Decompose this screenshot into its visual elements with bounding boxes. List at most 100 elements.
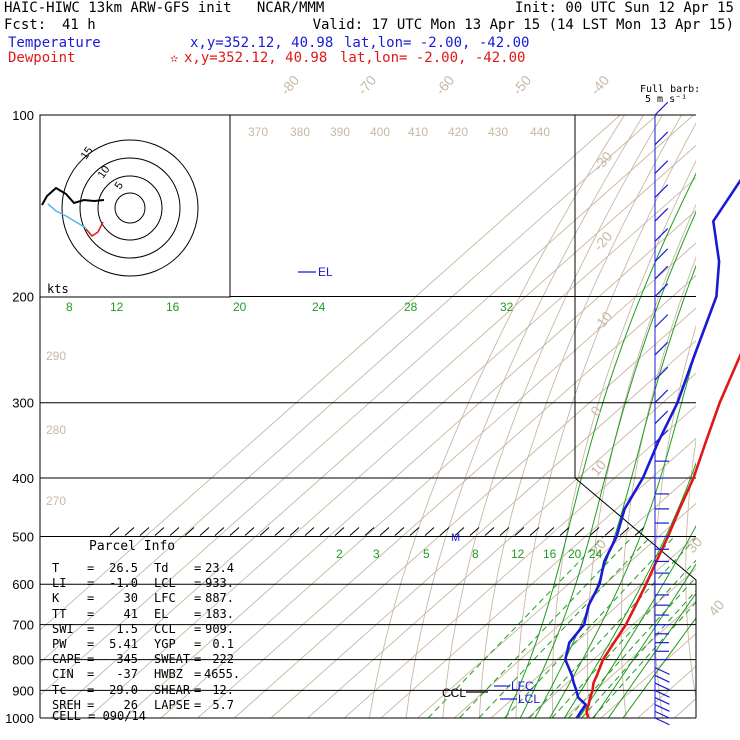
parcel-cell: CELL = 090/14 xyxy=(52,709,146,723)
level-hatch xyxy=(499,527,510,536)
parcel-info-cell: LAPSE xyxy=(154,697,191,712)
hodograph-ring xyxy=(97,175,163,241)
wind-barb xyxy=(654,208,669,222)
parcel-info-cell: LI xyxy=(52,576,67,591)
isotherm-label: -60 xyxy=(432,72,457,98)
isotherm-line xyxy=(40,115,694,718)
parcel-info-cell: 5.7 xyxy=(212,697,234,712)
parcel-info-cell: 30 xyxy=(123,591,138,606)
pressure-tick-label: 600 xyxy=(12,577,34,592)
moist-adiabat-label: 32 xyxy=(500,300,514,314)
wind-barb xyxy=(654,674,670,683)
mixing-ratio-label: 24 xyxy=(589,547,603,561)
level-hatch xyxy=(604,527,615,536)
wind-barb xyxy=(654,717,670,726)
pressure-tick-label: 700 xyxy=(12,618,34,633)
isotherm-line xyxy=(160,115,696,718)
dewpoint-xy: x,y=352.12, 40.98 xyxy=(184,50,328,66)
moist-adiabat-label: 28 xyxy=(404,300,418,314)
parcel-info-cell: = xyxy=(194,637,202,651)
temperature-profile xyxy=(585,352,740,719)
mixing-ratio-label: 2 xyxy=(336,547,343,561)
isotherm-label: -80 xyxy=(277,72,302,98)
level-hatch xyxy=(634,527,645,536)
wind-barb xyxy=(654,265,669,280)
wind-barb xyxy=(654,160,669,174)
parcel-info-cell: 1.5 xyxy=(116,621,138,636)
hodograph-trace-low xyxy=(47,203,87,229)
hodograph-ring-label: 5 xyxy=(113,180,126,192)
hodograph-ring xyxy=(61,139,199,277)
mixing-ratio-label: 20 xyxy=(568,547,582,561)
theta-label: 440 xyxy=(530,125,550,139)
lcl-label: LCL xyxy=(518,692,540,706)
wind-barb xyxy=(654,710,670,719)
wind-barb xyxy=(654,389,669,404)
moist-adiabat-line xyxy=(593,115,696,718)
level-hatch xyxy=(544,527,555,536)
dry-adiabat-line xyxy=(478,115,682,718)
temperature-xy: x,y=352.12, 40.98 xyxy=(190,35,334,51)
parcel-info-cell: HWBZ xyxy=(154,667,183,682)
wind-barb xyxy=(654,341,669,356)
parcel-info-cell: 12. xyxy=(212,682,234,697)
moist-adiabat-label: 16 xyxy=(166,300,180,314)
level-hatch xyxy=(484,527,495,536)
isotherm-line xyxy=(417,115,696,718)
parcel-info-cell: = xyxy=(87,621,95,636)
parcel-info-cell: K xyxy=(52,591,60,606)
level-hatch xyxy=(559,527,570,536)
level-hatch xyxy=(139,527,150,536)
isotherm-line xyxy=(87,115,696,718)
parcel-info-cell: = xyxy=(194,576,202,591)
mixing-ratio-line xyxy=(581,536,696,718)
barb-legend-line1: Full barb: xyxy=(640,84,701,95)
isotherm-line xyxy=(454,115,696,718)
isotherm-label: 40 xyxy=(705,597,727,619)
parcel-info-cell: 26 xyxy=(123,697,138,712)
isotherm-label: -50 xyxy=(509,72,534,98)
parcel-info-cell: = xyxy=(194,697,202,712)
moist-adiabat-label: 20 xyxy=(233,300,247,314)
parcel-info-cell: TT xyxy=(52,606,67,621)
isotherm-line xyxy=(270,115,696,718)
parcel-info-cell: 183. xyxy=(205,606,234,621)
isotherm-line xyxy=(50,115,696,718)
mixing-ratio-line xyxy=(427,536,604,718)
parcel-info-cell: 0.1 xyxy=(212,637,234,651)
right-frame-lower xyxy=(574,477,697,718)
parcel-info-cell: -1.0 xyxy=(109,576,138,591)
isotherm-label: -70 xyxy=(354,72,379,98)
el-label: EL xyxy=(318,265,333,279)
level-hatch xyxy=(274,527,285,536)
parcel-info-cell: Tc xyxy=(52,682,67,697)
isotherm-line xyxy=(124,115,696,718)
moist-adiabat-line xyxy=(607,115,696,718)
moist-adiabat-line xyxy=(549,115,696,718)
moist-adiabat-line xyxy=(578,115,696,718)
wind-barb xyxy=(654,248,669,262)
dry-adiabat-line xyxy=(551,115,696,718)
level-hatch xyxy=(619,527,630,536)
pressure-tick-label: 100 xyxy=(12,108,34,123)
parcel-info-cell: Td xyxy=(154,561,169,575)
parcel-info-cell: = xyxy=(194,561,202,575)
wind-barb xyxy=(654,697,670,705)
isotherm-label: -30 xyxy=(590,148,615,174)
plot-title: HAIC-HIWC 13km ARW-GFS init NCAR/MMM xyxy=(4,0,325,16)
parcel-info-cell: EL xyxy=(154,606,169,621)
wind-barb xyxy=(654,366,669,381)
hodograph-ring xyxy=(79,157,181,259)
theta-label: 400 xyxy=(370,125,390,139)
parcel-info-panel: Parcel Info T = 26.5 Td = 23.4 LI = -1.0 LCL = 933.… xyxy=(44,540,240,730)
parcel-info-cell: 41 xyxy=(123,606,138,621)
theta-label: 270 xyxy=(46,494,66,508)
theta-label: 430 xyxy=(488,125,508,139)
pressure-tick-label: 1000 xyxy=(5,711,34,726)
forecast-label: Fcst: xyxy=(4,17,47,33)
dry-adiabat-line xyxy=(368,115,625,718)
level-hatch xyxy=(349,527,360,536)
parcel-info-cell: = xyxy=(87,652,95,667)
wind-barb xyxy=(654,682,670,691)
mixing-ratio-label: 16 xyxy=(543,547,557,561)
